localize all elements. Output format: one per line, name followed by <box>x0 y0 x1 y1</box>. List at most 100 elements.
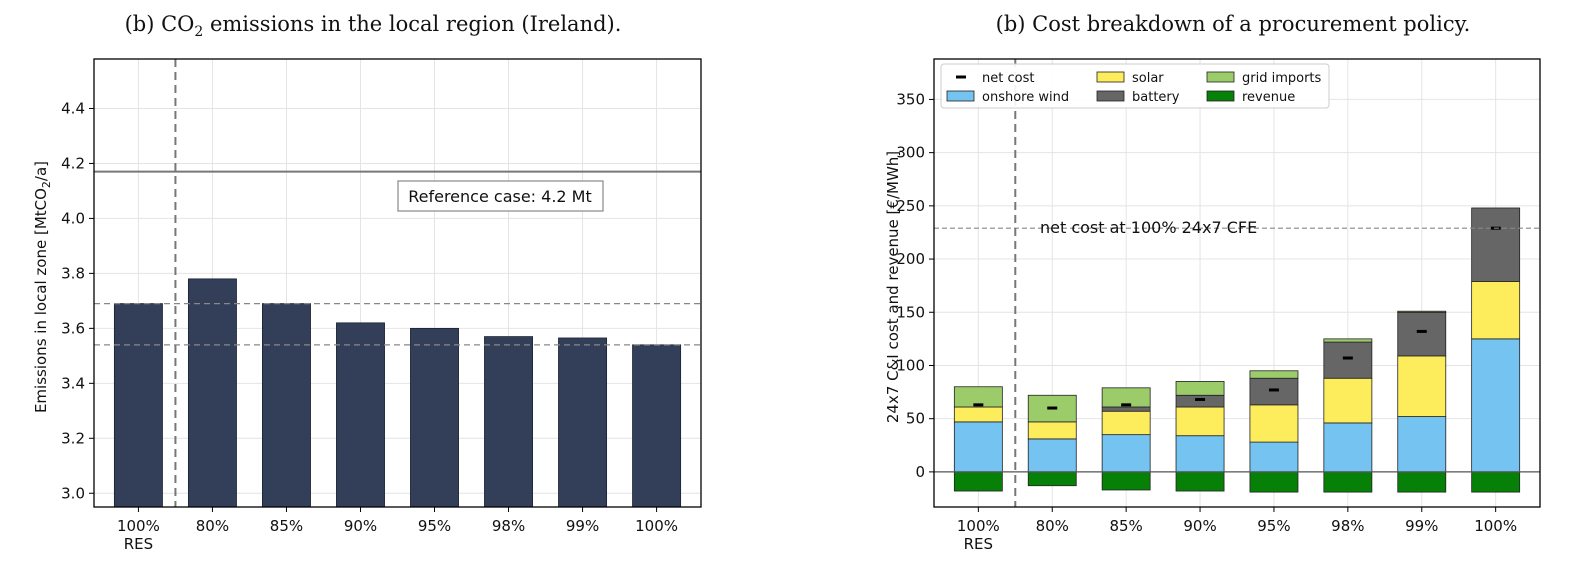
y-tick-label: 150 <box>896 303 925 321</box>
cost-lines <box>934 59 1540 507</box>
emissions-bar <box>187 278 237 508</box>
y-tick-label: 3.0 <box>61 484 85 502</box>
cost-segment-solar <box>1323 377 1373 424</box>
emissions-bar <box>558 337 608 508</box>
cost-segment-revenue <box>1249 471 1299 493</box>
cost-segment-grid-imports <box>1323 338 1373 343</box>
cost-segment-revenue <box>1323 471 1373 493</box>
x-tick-label: 90% <box>1183 517 1216 535</box>
legend-swatch <box>1206 71 1235 83</box>
emissions-bars <box>113 278 682 508</box>
emissions-bar <box>262 303 311 508</box>
y-tick-label: 4.4 <box>61 99 85 117</box>
cost-segment-solar <box>1471 281 1521 340</box>
emissions-bar <box>113 303 163 508</box>
x-tick-label: 100% <box>635 517 678 535</box>
x-tick-label: 99% <box>566 517 599 535</box>
x-tick-label: 100% <box>1474 517 1517 535</box>
cost-segment-solar <box>1027 421 1077 440</box>
y-tick-label: 100 <box>896 356 925 374</box>
x-tick-label: 95% <box>418 517 451 535</box>
y-tick-label: 3.8 <box>61 264 85 282</box>
x-tick-sublabel: RES <box>964 535 993 553</box>
cost-axes-frame <box>933 58 1541 508</box>
cost-segment-battery <box>1101 406 1151 412</box>
y-tick-label: 4.0 <box>61 209 85 227</box>
cost-y-axis-label: 24x7 C&I cost and revenue [€/MWh] <box>884 151 902 423</box>
cost-segment-grid-imports <box>1175 381 1225 396</box>
cost-grid <box>934 59 1540 507</box>
legend-label: onshore wind <box>982 90 1069 105</box>
cost-legend: net cost onshore wind solar battery grid imp… <box>940 63 1330 109</box>
y-tick-label: 50 <box>906 410 925 428</box>
emissions-grid <box>94 59 701 507</box>
emissions-chart: (b) CO2 emissions in the local region (I… <box>32 12 702 553</box>
cost-segment-onshore-wind <box>1323 422 1373 473</box>
cost-segment-onshore-wind <box>1175 435 1225 473</box>
x-tick-label: 100% <box>117 517 160 535</box>
cost-segment-revenue <box>953 471 1003 492</box>
legend-label: battery <box>1132 90 1180 105</box>
cost-bars <box>953 207 1521 493</box>
y-tick-label: 300 <box>896 144 925 162</box>
cost-segment-battery <box>1471 207 1521 282</box>
x-tick-label: 95% <box>1257 517 1290 535</box>
cost-segment-onshore-wind <box>1101 434 1151 473</box>
cost-segment-onshore-wind <box>1249 441 1299 473</box>
cost-caption: (b) Cost breakdown of a procurement poli… <box>996 12 1471 36</box>
x-tick-label: 85% <box>1109 517 1142 535</box>
cost-segment-grid-imports <box>1249 370 1299 379</box>
cost-segment-solar <box>1101 410 1151 436</box>
cost-segment-onshore-wind <box>953 421 1003 473</box>
emissions-bar <box>632 344 682 508</box>
cost-segment-solar <box>1249 404 1299 443</box>
x-tick-label: 99% <box>1405 517 1438 535</box>
emissions-y-axis-label: Emissions in local zone [MtCO2/a] <box>32 161 53 413</box>
cost-segment-revenue <box>1471 471 1521 493</box>
cost-segment-onshore-wind <box>1027 438 1077 473</box>
x-tick-label: 80% <box>1036 517 1069 535</box>
cost-segment-solar <box>953 406 1003 423</box>
y-tick-label: 3.6 <box>61 319 85 337</box>
cost-segment-revenue <box>1101 471 1151 491</box>
cost-segment-grid-imports <box>1027 394 1077 423</box>
cost-segment-revenue <box>1175 471 1225 492</box>
y-tick-label: 350 <box>896 90 925 108</box>
cost-segment-grid-imports <box>953 386 1003 408</box>
cost-segment-grid-imports <box>1101 387 1151 408</box>
legend-label: solar <box>1132 71 1164 86</box>
legend-swatch <box>946 90 975 102</box>
y-tick-label: 200 <box>896 250 925 268</box>
emissions-bar <box>410 327 459 508</box>
cost-segment-battery <box>1249 377 1299 406</box>
legend-label: net cost <box>982 71 1034 86</box>
y-tick-label: 3.2 <box>61 429 85 447</box>
emissions-lines <box>94 59 701 507</box>
x-tick-sublabel: RES <box>124 535 153 553</box>
cost-segment-grid-imports <box>1397 310 1447 313</box>
cost-segment-battery <box>1397 311 1447 357</box>
cost-segment-revenue <box>1397 471 1447 493</box>
y-tick-label: 4.2 <box>61 154 85 172</box>
cost-segment-solar <box>1175 406 1225 437</box>
x-tick-label: 90% <box>344 517 377 535</box>
y-tick-label: 250 <box>896 197 925 215</box>
reference-case-label: Reference case: 4.2 Mt <box>408 187 592 206</box>
cost-segment-battery <box>1323 341 1373 379</box>
cfe-reference-label: net cost at 100% 24x7 CFE <box>1040 218 1257 237</box>
legend-swatch <box>1096 90 1125 102</box>
emissions-axes-frame <box>93 58 702 508</box>
legend-label: revenue <box>1242 90 1295 105</box>
x-tick-label: 85% <box>270 517 303 535</box>
cost-segment-onshore-wind <box>1471 338 1521 473</box>
x-tick-label: 100% <box>957 517 1000 535</box>
x-tick-label: 98% <box>492 517 525 535</box>
cost-segment-revenue <box>1027 471 1077 487</box>
reference-case-box: Reference case: 4.2 Mt <box>397 180 604 212</box>
emissions-caption: (b) CO2 emissions in the local region (I… <box>125 12 622 40</box>
x-tick-label: 98% <box>1331 517 1364 535</box>
legend-swatch <box>1096 71 1125 83</box>
